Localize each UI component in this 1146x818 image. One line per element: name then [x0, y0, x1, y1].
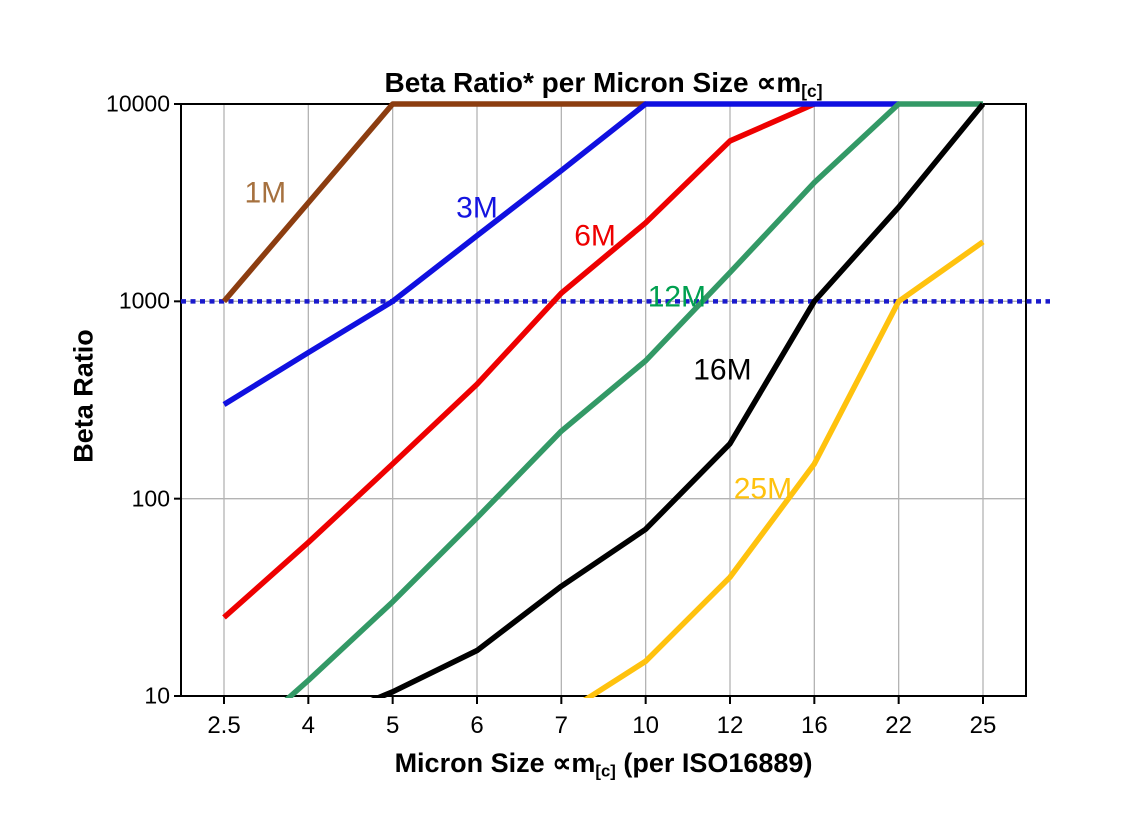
- x-tick-label-5: 5: [385, 712, 400, 739]
- series-line-6M: [222, 101, 816, 620]
- curve-label-12M: 12M: [648, 281, 706, 314]
- chart-title: Beta Ratio* per Micron Size ∝m[c]: [384, 67, 823, 101]
- series-line-16M: [370, 102, 986, 698]
- y-tick-label-10000: 10000: [106, 90, 170, 117]
- x-tick-label-25: 25: [969, 712, 997, 739]
- x-tick-label-4: 4: [301, 712, 316, 739]
- y-axis-title: Beta Ratio: [68, 329, 99, 463]
- curve-label-16M: 16M: [693, 353, 751, 386]
- curve-label-25M: 25M: [734, 472, 792, 505]
- y-tick-label-10: 10: [144, 682, 170, 709]
- curve-label-3M: 3M: [456, 192, 498, 225]
- x-tick-label-2.5: 2.5: [207, 712, 241, 739]
- micron-symbol: ∝m: [756, 67, 802, 98]
- x-label-subscript: [c]: [595, 761, 616, 781]
- x-tick-label-12: 12: [716, 712, 744, 739]
- x-tick-label-22: 22: [885, 712, 913, 739]
- y-tick-label-1000: 1000: [118, 287, 170, 314]
- title-subscript: [c]: [801, 80, 823, 101]
- x-tick-label-10: 10: [632, 712, 660, 739]
- x-tick-label-16: 16: [800, 712, 828, 739]
- y-tick-label-100: 100: [131, 485, 170, 512]
- series-line-25M: [583, 239, 985, 698]
- curve-label-6M: 6M: [574, 220, 616, 253]
- x-tick-label-7: 7: [554, 712, 569, 739]
- x-tick-label-6: 6: [470, 712, 484, 739]
- series-line-3M: [222, 101, 899, 407]
- x-axis-title: Micron Size ∝m[c] (per ISO16889): [394, 748, 813, 781]
- series-line-12M: [284, 101, 983, 698]
- curve-label-1M: 1M: [244, 176, 286, 209]
- micron-symbol: ∝m: [552, 748, 596, 778]
- series-line-1M: [221, 101, 646, 304]
